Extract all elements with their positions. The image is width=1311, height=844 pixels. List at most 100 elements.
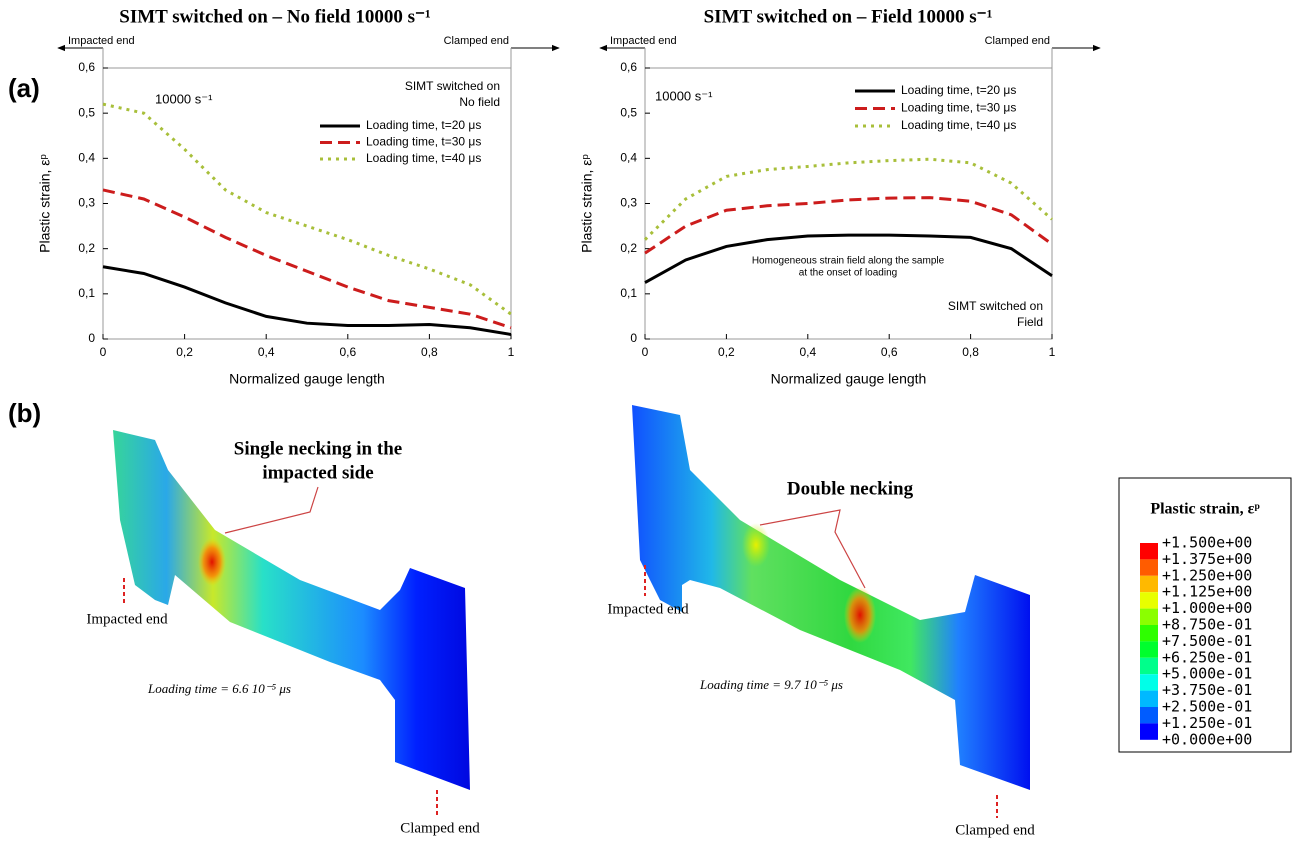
necking-spot xyxy=(844,587,876,643)
x-tick-label: 0,6 xyxy=(339,345,356,359)
y-tick-label: 0,1 xyxy=(78,286,95,300)
x-tick-label: 0 xyxy=(100,345,107,359)
series-line xyxy=(103,267,511,335)
annotation: at the onset of loading xyxy=(799,268,897,279)
y-tick-label: 0 xyxy=(88,331,95,345)
contour-label: +1.375e+00 xyxy=(1162,550,1252,568)
y-tick-label: 0,4 xyxy=(78,151,95,165)
y-axis-label: Plastic strain, εᵖ xyxy=(579,154,595,253)
contour-band xyxy=(1140,641,1158,657)
y-tick-label: 0,3 xyxy=(620,196,637,210)
end-label: Impacted end xyxy=(607,601,689,617)
callout-text: Single necking in the xyxy=(234,438,402,459)
contour-band xyxy=(1140,707,1158,723)
contour-label: +2.500e-01 xyxy=(1162,698,1252,716)
end-label: Clamped end xyxy=(444,35,509,47)
y-tick-label: 0,4 xyxy=(620,151,637,165)
annotation: Field xyxy=(1017,315,1043,329)
end-label: Impacted end xyxy=(610,35,677,47)
end-label: Clamped end xyxy=(985,35,1050,47)
contour-label: +3.750e-01 xyxy=(1162,681,1252,699)
y-tick-label: 0,2 xyxy=(620,241,637,255)
legend-label: Loading time, t=20 μs xyxy=(366,118,481,132)
x-tick-label: 0,4 xyxy=(799,345,816,359)
end-label: Impacted end xyxy=(86,611,168,627)
end-label: Impacted end xyxy=(68,35,135,47)
contour-label: +7.500e-01 xyxy=(1162,632,1252,650)
legend-label: Loading time, t=40 μs xyxy=(366,151,481,165)
loading-time: Loading time = 9.7 10⁻⁵ μs xyxy=(699,677,843,692)
x-tick-label: 0,2 xyxy=(718,345,735,359)
legend-label: Loading time, t=30 μs xyxy=(366,135,481,149)
specimen xyxy=(632,405,1030,790)
legend-label: Loading time, t=40 μs xyxy=(901,118,1016,132)
figure: (a) (b) SIMT switched on – No field 1000… xyxy=(0,0,1311,839)
contour-label: +6.250e-01 xyxy=(1162,648,1252,666)
contour-label: +1.000e+00 xyxy=(1162,599,1252,617)
page: {"panel_labels": ["(a)", "(b)"], "chart_… xyxy=(0,0,1311,839)
contour-legend-title: Plastic strain, εᵖ xyxy=(1150,501,1259,518)
y-axis-label: Plastic strain, εᵖ xyxy=(37,154,53,253)
necking-spot xyxy=(198,538,226,586)
annotation: Homogeneous strain field along the sampl… xyxy=(752,256,945,267)
y-tick-label: 0,2 xyxy=(78,241,95,255)
contour-band xyxy=(1140,658,1158,674)
legend-label: Loading time, t=30 μs xyxy=(901,101,1016,115)
plot-frame xyxy=(103,68,511,339)
x-tick-label: 0,2 xyxy=(176,345,193,359)
x-tick-label: 1 xyxy=(508,345,515,359)
contour-band xyxy=(1140,674,1158,690)
contour-band xyxy=(1140,723,1158,739)
annotation: SIMT switched on xyxy=(405,79,500,93)
x-tick-label: 0,8 xyxy=(421,345,438,359)
loading-time: Loading time = 6.6 10⁻⁵ μs xyxy=(147,681,291,696)
contour-label: +0.000e+00 xyxy=(1162,730,1252,748)
y-tick-label: 0,3 xyxy=(78,196,95,210)
annotation: No field xyxy=(459,95,500,109)
y-tick-label: 0,1 xyxy=(620,286,637,300)
callout-text: impacted side xyxy=(262,462,373,483)
x-tick-label: 0,6 xyxy=(881,345,898,359)
contour-band xyxy=(1140,592,1158,608)
contour-label: +1.250e+00 xyxy=(1162,566,1252,584)
contour-label: +1.125e+00 xyxy=(1162,583,1252,601)
callout-text: Double necking xyxy=(787,478,914,499)
chart-title: SIMT switched on – Field 10000 s⁻¹ xyxy=(704,6,993,27)
contour-band xyxy=(1140,609,1158,625)
x-tick-label: 0,8 xyxy=(962,345,979,359)
y-tick-label: 0,5 xyxy=(78,105,95,119)
series-line xyxy=(645,198,1052,254)
y-tick-label: 0,6 xyxy=(78,60,95,74)
contour-label: +1.500e+00 xyxy=(1162,534,1252,552)
rate-label: 10000 s⁻¹ xyxy=(155,91,213,106)
necking-spot xyxy=(742,523,770,567)
rate-label: 10000 s⁻¹ xyxy=(655,88,713,103)
legend-label: Loading time, t=20 μs xyxy=(901,83,1016,97)
contour-band xyxy=(1140,576,1158,592)
panel-label: (a) xyxy=(8,73,40,103)
x-axis-label: Normalized gauge length xyxy=(229,371,385,387)
series-line xyxy=(645,159,1052,239)
contour-band xyxy=(1140,625,1158,641)
y-tick-label: 0,5 xyxy=(620,105,637,119)
x-tick-label: 0,4 xyxy=(258,345,275,359)
y-tick-label: 0,6 xyxy=(620,60,637,74)
contour-label: +1.250e-01 xyxy=(1162,714,1252,732)
x-tick-label: 1 xyxy=(1049,345,1056,359)
contour-band xyxy=(1140,691,1158,707)
annotation: SIMT switched on xyxy=(948,299,1043,313)
contour-band xyxy=(1140,543,1158,559)
callout-line xyxy=(225,487,318,533)
contour-band xyxy=(1140,559,1158,575)
end-label: Clamped end xyxy=(400,820,480,836)
end-label: Clamped end xyxy=(955,822,1035,838)
panel-label: (b) xyxy=(8,398,41,428)
series-line xyxy=(103,190,511,328)
contour-label: +5.000e-01 xyxy=(1162,665,1252,683)
chart-title: SIMT switched on – No field 10000 s⁻¹ xyxy=(119,6,431,27)
y-tick-label: 0 xyxy=(630,331,637,345)
contour-label: +8.750e-01 xyxy=(1162,616,1252,634)
x-tick-label: 0 xyxy=(642,345,649,359)
specimen xyxy=(113,430,470,790)
x-axis-label: Normalized gauge length xyxy=(771,371,927,387)
